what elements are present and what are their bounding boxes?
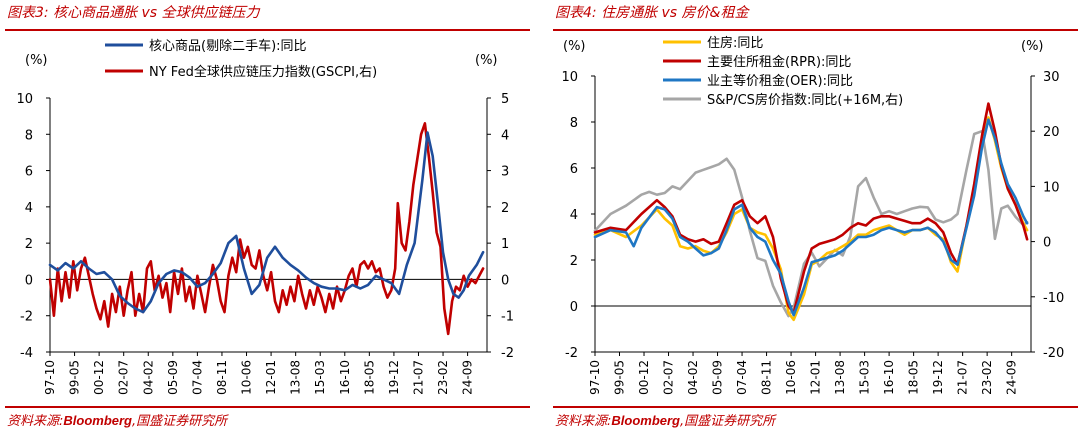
left-axis-unit: (%) (25, 53, 48, 68)
x-tick-label: 12-01 (264, 360, 278, 395)
legend-label: S&P/CS房价指数:同比(+16M,右) (707, 92, 903, 108)
chart-panel-core-goods: 图表3: 核心商品通胀 vs 全球供应链压力 (%) (%) -4 -2 0 2 4 6 8 10… (5, 0, 530, 436)
legend-label: 住房:同比 (707, 35, 763, 51)
source-brand: Bloomberg (611, 413, 681, 428)
x-tick-label: 13-08 (289, 360, 303, 395)
left-axis-unit: (%) (563, 39, 586, 54)
series-line-2 (48, 122, 485, 336)
x-tick-label: 16-10 (882, 360, 896, 395)
right-tick-label: 0 (1043, 236, 1051, 251)
legend-label: NY Fed全球供应链压力指数(GSCPI,右) (149, 64, 377, 80)
x-tick-label: 05-09 (166, 360, 180, 395)
x-tick-label: 23-02 (980, 360, 994, 395)
left-tick-label: 4 (570, 208, 578, 223)
x-tick-label: 07-04 (735, 360, 749, 395)
chart-title: 图表4: 住房通胀 vs 房价&租金 (555, 5, 749, 21)
x-tick-label: 10-06 (784, 360, 798, 395)
right-tick-label: 2 (501, 201, 509, 216)
x-tick-label: 08-11 (760, 360, 774, 395)
x-tick-label: 04-02 (141, 360, 155, 395)
series-line-3 (593, 118, 1029, 317)
x-tick-label: 16-10 (338, 360, 352, 395)
left-tick-label: 0 (25, 273, 33, 288)
right-tick-label: 4 (501, 128, 509, 143)
line-chart-core-goods-vs-gscpi: (%) (%) -4 -2 0 2 4 6 8 10 -2 -1 0 1 2 3 4 5 97-10 99-05 00-… (16, 38, 514, 395)
x-tick-label: 18-05 (907, 360, 921, 395)
legend-label: 主要住所租金(RPR):同比 (707, 54, 851, 70)
right-tick-label: -20 (1043, 346, 1064, 361)
x-tick-label: 13-08 (833, 360, 847, 395)
x-tick-label: 02-07 (662, 360, 676, 395)
x-tick-label: 24-09 (1005, 360, 1019, 395)
title-divider (5, 29, 530, 31)
right-tick-label: 3 (501, 165, 509, 180)
source-prefix: 资料来源: (7, 414, 64, 429)
x-tick-label: 10-06 (240, 360, 254, 395)
source-divider (553, 406, 1078, 408)
x-tick-label: 99-05 (68, 360, 82, 395)
source-divider (5, 406, 530, 408)
left-tick-label: 0 (570, 300, 578, 315)
x-tick-label: 00-12 (637, 360, 651, 395)
right-tick-label: -1 (501, 310, 514, 325)
x-tick-label: 23-02 (436, 360, 450, 395)
right-tick-label: 5 (501, 92, 509, 107)
x-tick-label: 97-10 (43, 360, 57, 395)
right-axis-unit: (%) (475, 53, 498, 68)
x-tick-label: 04-02 (686, 360, 700, 395)
series-line-4 (593, 129, 1029, 318)
left-tick-label: 2 (25, 237, 33, 252)
chart-title: 图表3: 核心商品通胀 vs 全球供应链压力 (7, 5, 260, 21)
series-line-1 (593, 116, 1029, 322)
chart-panel-housing: 图表4: 住房通胀 vs 房价&租金 (%) (%) -2 0 2 4 6 8 10 -20 -10… (553, 0, 1078, 436)
left-tick-label: 6 (570, 162, 578, 177)
x-tick-label: 15-03 (313, 360, 327, 395)
legend-label: 核心商品(剔除二手车):同比 (149, 38, 307, 54)
left-tick-label: -4 (20, 346, 33, 361)
x-tick-label: 07-04 (190, 360, 204, 395)
x-tick-label: 15-03 (858, 360, 872, 395)
x-tick-label: 12-01 (809, 360, 823, 395)
x-tick-label: 05-09 (711, 360, 725, 395)
x-tick-label: 99-05 (613, 360, 627, 395)
right-tick-label: 0 (501, 273, 509, 288)
right-tick-label: -10 (1043, 291, 1064, 306)
x-tick-label: 19-12 (931, 360, 945, 395)
left-tick-label: 6 (25, 165, 33, 180)
left-tick-label: 8 (25, 128, 33, 143)
left-tick-label: -2 (565, 346, 578, 361)
legend-label: 业主等价租金(OER):同比 (707, 73, 853, 89)
x-tick-label: 00-12 (92, 360, 106, 395)
title-divider (553, 29, 1078, 31)
right-axis-unit: (%) (1021, 39, 1044, 54)
source-suffix: ,国盛证券研究所 (680, 414, 776, 429)
x-tick-label: 08-11 (215, 360, 229, 395)
x-tick-label: 19-12 (387, 360, 401, 395)
source-prefix: 资料来源: (555, 414, 612, 429)
x-tick-label: 02-07 (117, 360, 131, 395)
left-tick-label: 4 (25, 201, 33, 216)
left-tick-label: 8 (570, 116, 578, 131)
source-brand: Bloomberg (63, 413, 133, 428)
series-line-1 (48, 131, 485, 314)
chart-source: 资料来源:Bloomberg,国盛证券研究所 (555, 410, 775, 432)
chart-source: 资料来源:Bloomberg,国盛证券研究所 (7, 410, 227, 432)
left-tick-label: 2 (570, 254, 578, 269)
right-tick-label: -2 (501, 346, 514, 361)
left-tick-label: 10 (561, 70, 578, 85)
source-suffix: ,国盛证券研究所 (132, 414, 228, 429)
x-tick-label: 24-09 (461, 360, 475, 395)
right-tick-label: 10 (1043, 180, 1060, 195)
right-tick-label: 20 (1043, 125, 1060, 140)
x-tick-label: 21-07 (956, 360, 970, 395)
x-tick-label: 21-07 (411, 360, 425, 395)
right-tick-label: 30 (1043, 70, 1060, 85)
right-tick-label: 1 (501, 237, 509, 252)
left-tick-label: -2 (20, 310, 33, 325)
x-tick-label: 18-05 (362, 360, 376, 395)
left-tick-label: 10 (16, 92, 33, 107)
x-tick-label: 97-10 (588, 360, 602, 395)
